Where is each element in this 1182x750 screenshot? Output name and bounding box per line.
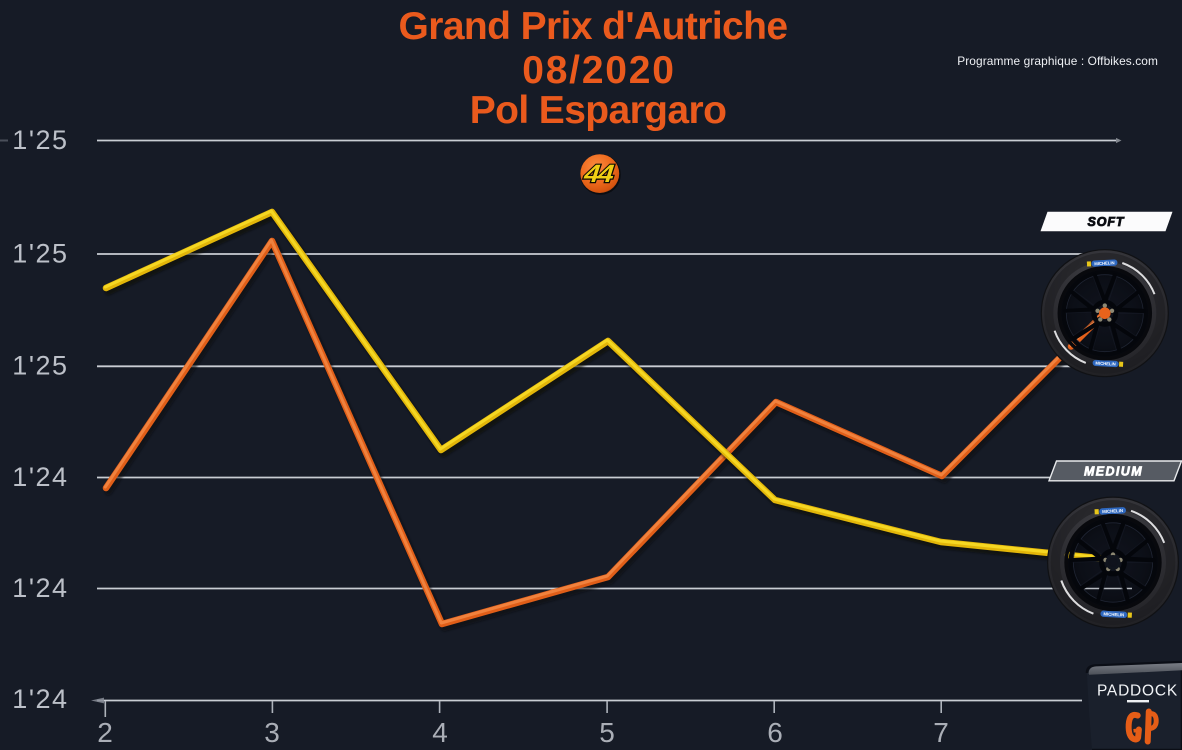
- svg-text:08/2020: 08/2020: [522, 49, 676, 92]
- svg-text:1'25: 1'25: [12, 239, 68, 269]
- svg-text:7: 7: [933, 717, 949, 748]
- svg-text:1'25: 1'25: [12, 351, 68, 381]
- svg-text:Grand Prix d'Autriche: Grand Prix d'Autriche: [399, 5, 788, 48]
- svg-text:1'24: 1'24: [12, 573, 68, 603]
- svg-text:1'25: 1'25: [12, 125, 68, 155]
- svg-text:1'24: 1'24: [12, 684, 68, 714]
- svg-text:PADDOCK: PADDOCK: [1097, 683, 1178, 700]
- svg-text:MEDIUM: MEDIUM: [1084, 465, 1143, 479]
- svg-text:SOFT: SOFT: [1088, 215, 1125, 229]
- svg-text:2: 2: [97, 717, 113, 748]
- svg-text:Pol Espargaro: Pol Espargaro: [470, 89, 727, 132]
- svg-text:3: 3: [264, 717, 280, 748]
- svg-text:Programme graphique : Offbikes: Programme graphique : Offbikes.com: [957, 54, 1158, 68]
- svg-text:1'24: 1'24: [12, 462, 68, 492]
- svg-text:5: 5: [599, 717, 615, 748]
- svg-text:6: 6: [767, 717, 783, 748]
- svg-text:4: 4: [432, 717, 448, 748]
